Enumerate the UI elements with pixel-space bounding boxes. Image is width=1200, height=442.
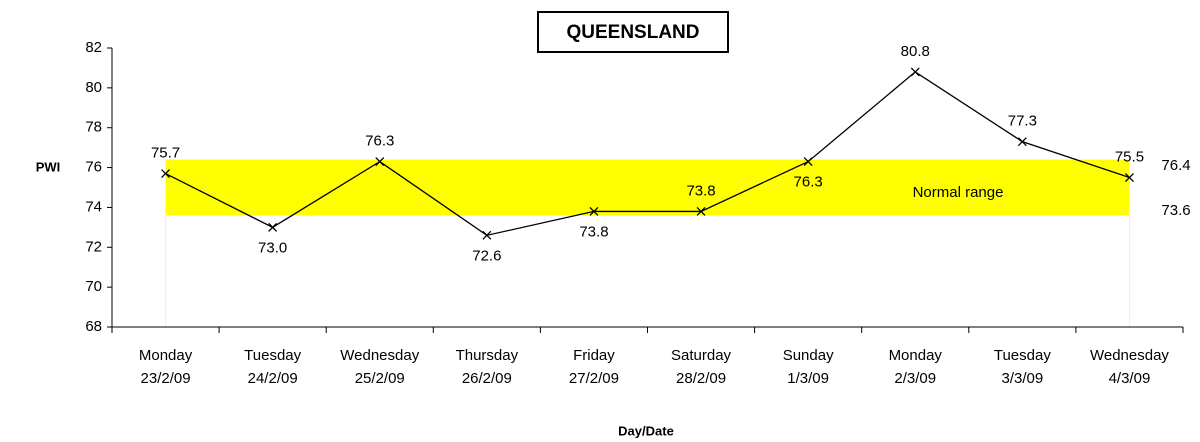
y-tick-label: 82 xyxy=(85,39,102,56)
x-axis-label: Day/Date xyxy=(618,423,674,438)
x-tick-label: Wednesday 4/3/09 xyxy=(1090,347,1169,387)
value-label: 75.5 xyxy=(1115,149,1144,166)
marker xyxy=(910,67,920,77)
value-label: 80.8 xyxy=(901,43,930,60)
y-tick-label: 70 xyxy=(85,278,102,295)
data-line xyxy=(165,71,1130,237)
marker xyxy=(482,230,492,240)
x-tick-label: Tuesday 24/2/09 xyxy=(244,347,301,387)
marker xyxy=(375,157,385,167)
normal-range-band xyxy=(165,159,1130,216)
x-tick-label: Friday 27/2/09 xyxy=(569,347,619,387)
chart-title: QUEENSLAND xyxy=(566,22,699,43)
y-tick-label: 80 xyxy=(85,79,102,96)
y-tick-label: 76 xyxy=(85,159,102,176)
value-label: 75.7 xyxy=(151,145,180,162)
range-low-label: 73.6 xyxy=(1161,202,1190,219)
value-label: 76.3 xyxy=(794,174,823,191)
range-high-label: 76.4 xyxy=(1161,157,1190,174)
marker xyxy=(1017,137,1027,147)
value-label: 76.3 xyxy=(365,133,394,150)
marker xyxy=(1124,173,1134,182)
marker xyxy=(696,206,706,216)
y-tick-label: 68 xyxy=(85,318,102,335)
y-tick-label: 74 xyxy=(85,198,102,215)
normal-range-label: Normal range xyxy=(913,184,1004,201)
value-label: 73.8 xyxy=(579,223,608,240)
marker xyxy=(803,157,813,167)
marker xyxy=(161,169,171,179)
value-label: 77.3 xyxy=(1008,113,1037,130)
marker xyxy=(589,206,599,216)
marker xyxy=(268,222,278,232)
y-tick-label: 78 xyxy=(85,119,102,136)
x-tick-label: Tuesday 3/3/09 xyxy=(994,347,1051,387)
value-label: 72.6 xyxy=(472,247,501,264)
x-tick-label: Monday 2/3/09 xyxy=(889,347,943,387)
x-tick-label: Wednesday 25/2/09 xyxy=(340,347,419,387)
value-label: 73.0 xyxy=(258,239,287,256)
x-tick-label: Sunday 1/3/09 xyxy=(783,347,834,387)
title-box xyxy=(537,11,729,53)
y-axis-label: PWI xyxy=(36,159,61,174)
y-tick-label: 72 xyxy=(85,238,102,255)
x-tick-label: Monday 23/2/09 xyxy=(139,347,193,387)
x-tick-label: Thursday 26/2/09 xyxy=(456,347,519,387)
x-tick-label: Saturday 28/2/09 xyxy=(671,347,732,387)
value-label: 73.8 xyxy=(686,182,715,199)
